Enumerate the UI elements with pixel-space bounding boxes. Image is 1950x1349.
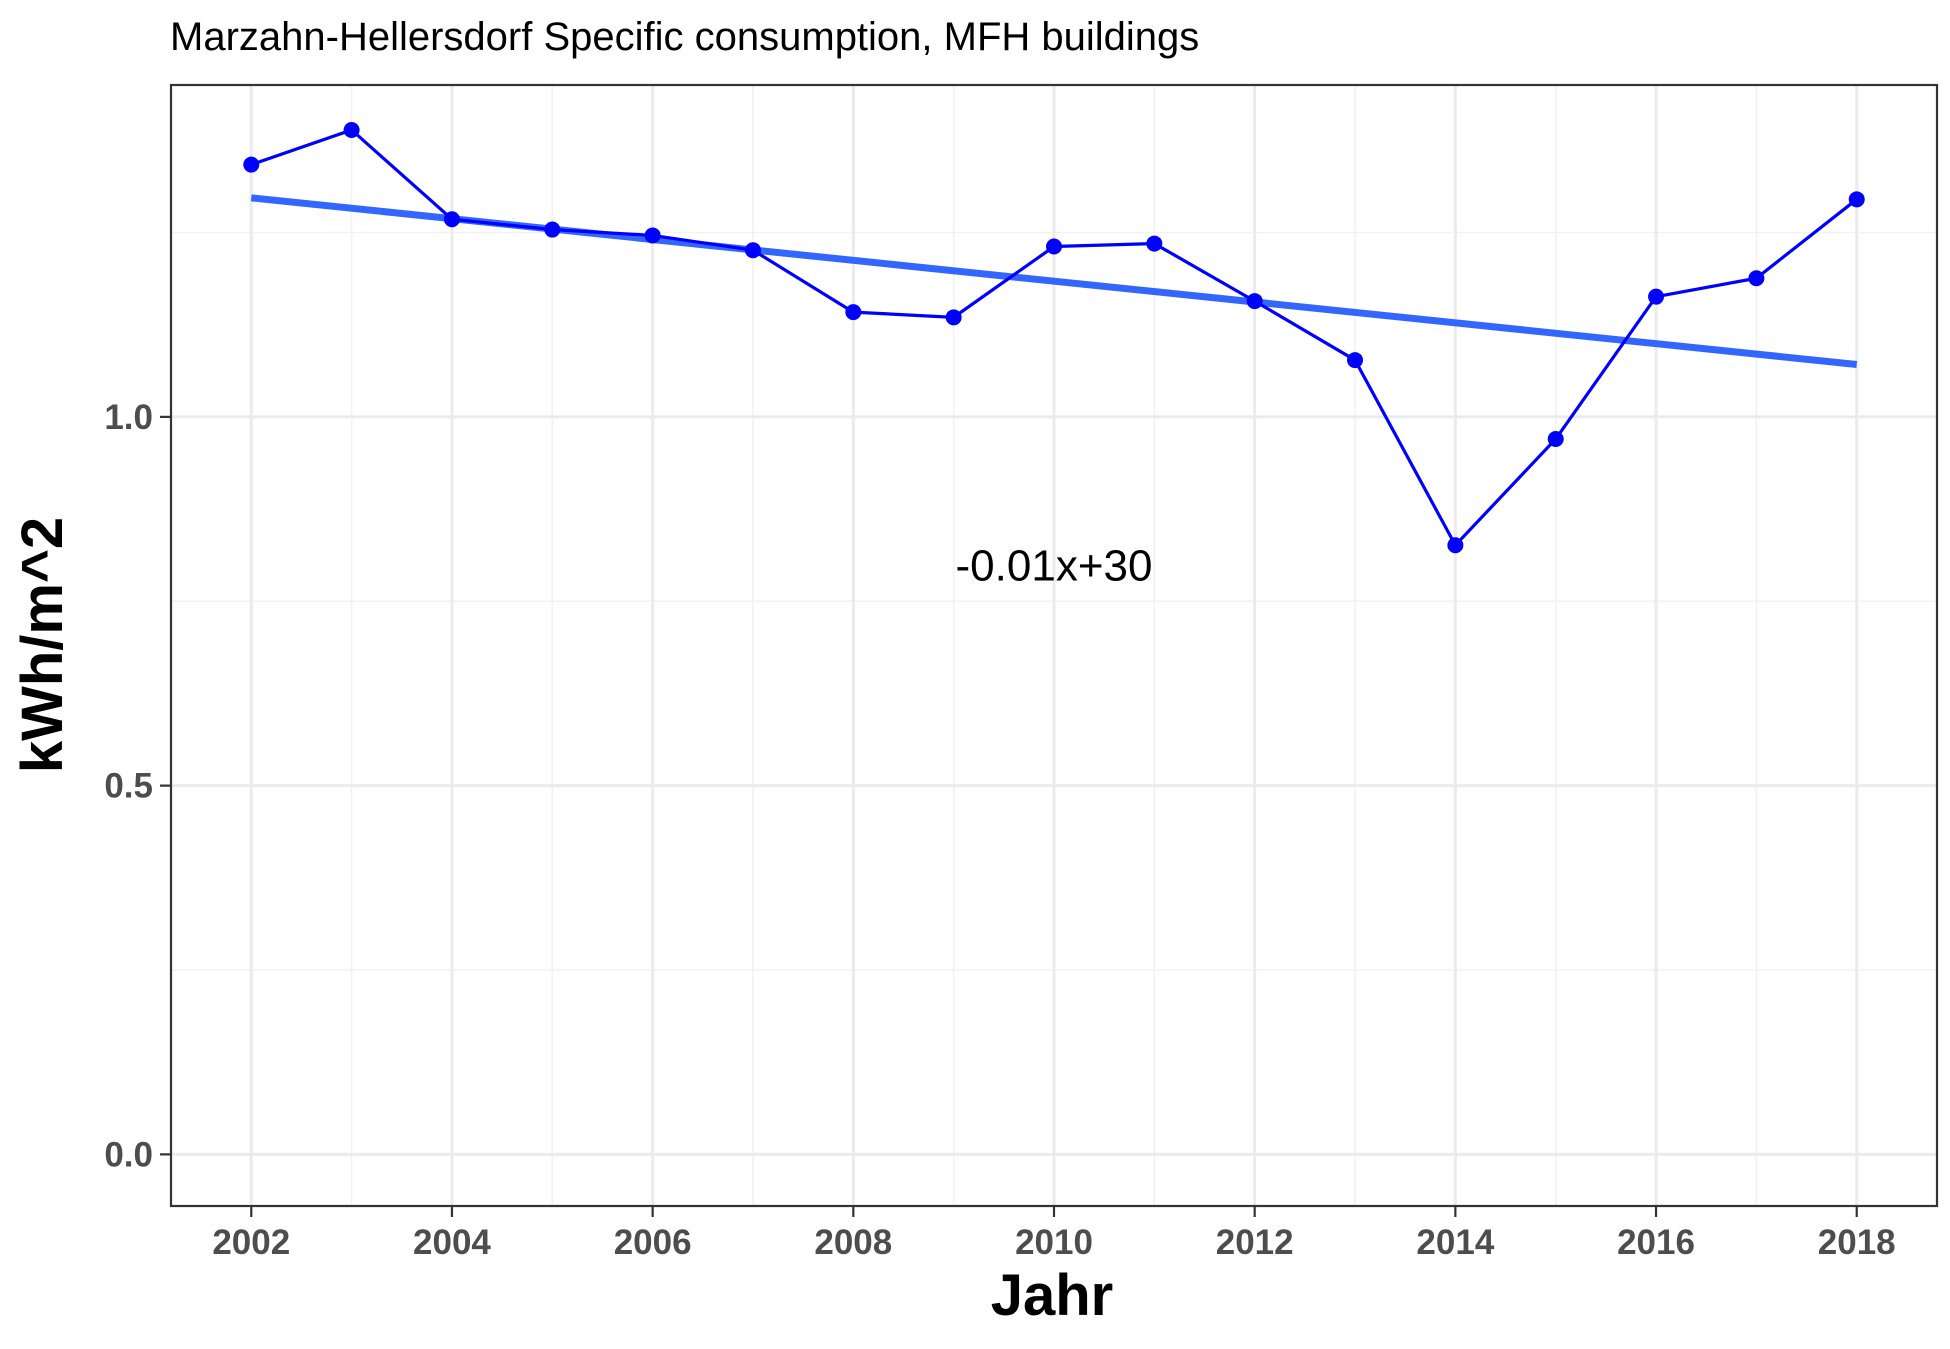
y-tick-label: 1.0	[104, 398, 153, 437]
data-point	[343, 121, 360, 138]
x-tick-label: 2006	[614, 1223, 692, 1262]
y-tick-label: 0.0	[104, 1135, 153, 1174]
data-point	[544, 221, 561, 238]
x-tick-label: 2014	[1416, 1223, 1494, 1262]
x-axis-title: Jahr	[991, 1263, 1114, 1328]
data-point	[1748, 270, 1765, 287]
data-point	[443, 211, 460, 228]
x-tick-label: 2018	[1818, 1223, 1896, 1262]
x-tick-label: 2010	[1015, 1223, 1093, 1262]
x-tick-label: 2012	[1216, 1223, 1294, 1262]
data-point	[1146, 235, 1163, 252]
x-axis: 2002 2004 2006 2008 2010 2012 2014 2016 2018	[212, 1206, 1896, 1262]
x-tick-label: 2004	[413, 1223, 491, 1262]
data-point	[243, 156, 260, 173]
data-point	[644, 227, 661, 244]
trend-equation-annotation: -0.01x+30	[956, 541, 1153, 590]
data-point	[1246, 293, 1263, 310]
y-axis-title: kWh/m^2	[10, 517, 75, 773]
data-point	[744, 242, 761, 259]
data-point	[1046, 238, 1062, 255]
x-tick-label: 2002	[212, 1223, 290, 1262]
y-tick-label: 0.5	[104, 767, 153, 806]
series-layer	[243, 121, 1865, 554]
y-axis: 0.0 0.5 1.0	[104, 398, 171, 1174]
data-point	[845, 304, 862, 321]
data-point	[945, 309, 962, 326]
grid-major	[171, 85, 1937, 1206]
data-point	[1547, 431, 1564, 447]
data-point	[1648, 288, 1665, 305]
x-tick-label: 2008	[814, 1223, 892, 1262]
data-point	[1447, 537, 1464, 554]
x-tick-label: 2016	[1617, 1223, 1695, 1262]
data-point	[1848, 191, 1865, 208]
chart-title: Marzahn-Hellersdorf Specific consumption…	[170, 15, 1199, 59]
data-point	[1347, 352, 1364, 369]
